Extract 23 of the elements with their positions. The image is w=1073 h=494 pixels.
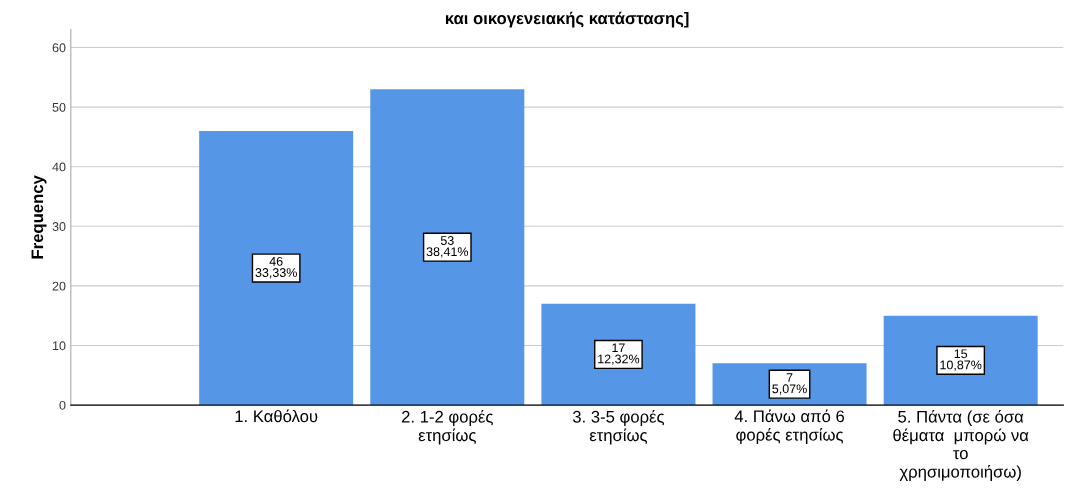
y-tick-label: 50 <box>52 102 66 112</box>
x-tick-label: 3. 3-5 φορές ετησίως <box>572 409 665 445</box>
data-label: 17 12,32% <box>598 343 640 365</box>
bar <box>541 303 696 406</box>
x-tick-label: 5. Πάντα (σε όσα θέματα μπορώ να το χρησιμοποιήσω) <box>893 409 1029 481</box>
bar <box>199 130 354 406</box>
data-label: 15 10,87% <box>940 349 982 371</box>
data-label: 7 5,07% <box>772 373 807 395</box>
y-tick-label: 60 <box>52 43 66 53</box>
data-label: 46 33,33% <box>255 256 297 279</box>
y-tick-label: 30 <box>52 222 66 231</box>
y-tick-label: 40 <box>52 162 66 172</box>
x-tick-label: 4. Πάνω από 6 φορές ετησίως <box>734 409 845 444</box>
bar <box>370 89 525 406</box>
y-tick-label: 20 <box>52 281 66 291</box>
bar <box>883 315 1038 406</box>
x-tick-label: 2. 1-2 φορές ετησίως <box>402 409 493 445</box>
y-axis-title: Frequency <box>31 175 47 259</box>
data-label: 53 38,41% <box>426 236 469 258</box>
x-tick-label: 1. Καθόλου <box>235 409 318 423</box>
y-tick-label: 0 <box>59 400 66 410</box>
y-tick-label: 10 <box>53 341 66 351</box>
chart-title: και οικογενειακής κατάστασης] <box>445 11 689 28</box>
